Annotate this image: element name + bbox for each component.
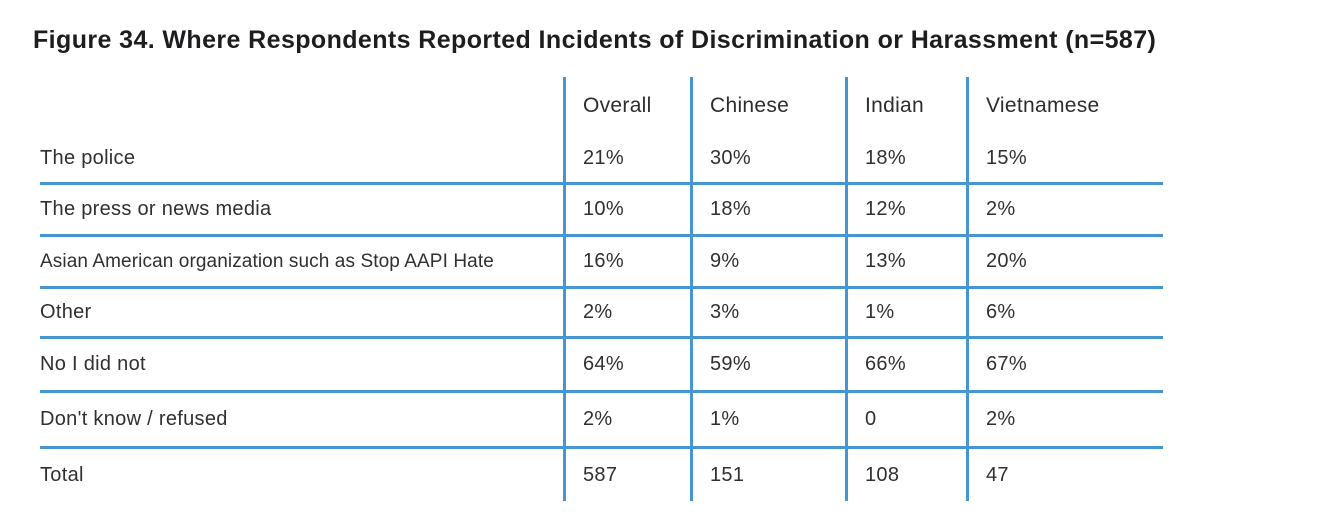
table-cell: 2% [966, 185, 1163, 237]
table-cell: 59% [690, 339, 845, 393]
table-cell: 10% [563, 185, 690, 237]
row-label: Other [40, 289, 563, 339]
table-cell: 16% [563, 237, 690, 289]
table-cell: 20% [966, 237, 1163, 289]
table-cell: 67% [966, 339, 1163, 393]
table-cell: 0 [845, 393, 966, 449]
row-label: Asian American organization such as Stop… [40, 237, 563, 289]
table-cell: 18% [845, 135, 966, 185]
figure-title: Figure 34. Where Respondents Reported In… [33, 26, 1157, 54]
row-label: Total [40, 463, 84, 486]
table-cell: 18% [690, 185, 845, 237]
column-header-chinese: Chinese [690, 77, 845, 135]
column-header-overall: Overall [563, 77, 690, 135]
table-cell: 21% [563, 135, 690, 185]
row-label: The press or news media [40, 185, 563, 237]
row-label: No I did not [40, 339, 563, 393]
table-cell: 1% [690, 393, 845, 449]
table-cell: 2% [966, 393, 1163, 449]
table-cell: 15% [966, 135, 1163, 185]
table-cell: 3% [690, 289, 845, 339]
table-cell: 2% [563, 393, 690, 449]
table-cell: 12% [845, 185, 966, 237]
column-header-vietnamese: Vietnamese [966, 77, 1163, 135]
table-cell: 47 [966, 449, 1163, 501]
table-cell: 108 [845, 449, 966, 501]
table-cell: 13% [845, 237, 966, 289]
table-cell: 1% [845, 289, 966, 339]
table-cell: 9% [690, 237, 845, 289]
column-header-indian: Indian [845, 77, 966, 135]
row-label: The police [40, 135, 563, 185]
row-label: Don't know / refused [40, 393, 563, 449]
table-cell: 2% [563, 289, 690, 339]
table-cell: 151 [690, 449, 845, 501]
respondents-report-table: Overall Chinese Indian Vietnamese The police… [40, 77, 1163, 501]
table-cell: 66% [845, 339, 966, 393]
table-cell: 587 [563, 449, 690, 501]
table-corner-cell [40, 77, 563, 135]
table-cell: 64% [563, 339, 690, 393]
table-cell: 30% [690, 135, 845, 185]
table-cell: 6% [966, 289, 1163, 339]
